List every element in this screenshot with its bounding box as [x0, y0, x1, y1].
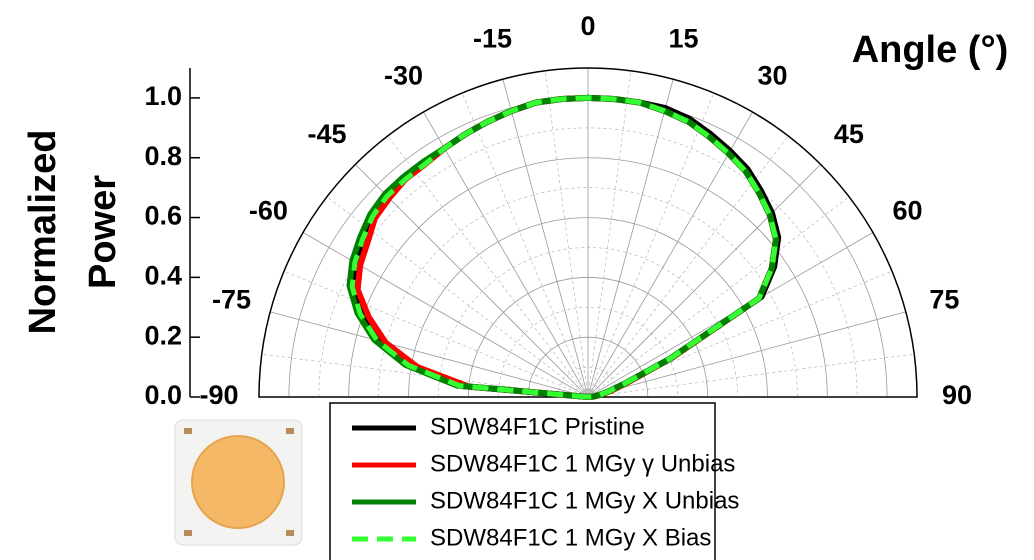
angle-tick-label: 60 [893, 196, 923, 226]
grid-spoke-minor [587, 353, 915, 398]
grid-spoke-minor [587, 135, 789, 398]
r-tick-label: 0.8 [144, 141, 182, 171]
r-tick-label: 0.2 [144, 320, 182, 350]
grid-circle-minor [557, 366, 619, 398]
grid-spoke-minor [587, 92, 715, 398]
grid-spoke [270, 311, 589, 398]
grid-spoke-minor [587, 70, 632, 398]
grid-spoke [587, 311, 906, 398]
angle-tick-label: 75 [929, 285, 959, 315]
r-tick-label: 0.0 [144, 380, 182, 410]
grid-spoke [587, 79, 674, 398]
legend-label: SDW84F1C 1 MGy X Unbias [430, 487, 739, 514]
legend-label: SDW84F1C 1 MGy γ Unbias [430, 450, 735, 477]
angle-tick-label: -60 [249, 196, 288, 226]
grid-spoke [587, 164, 821, 398]
led-photo [174, 419, 303, 546]
y-axis-label: Normalized Power [22, 130, 124, 335]
grid-spoke [587, 111, 753, 398]
grid-spoke-minor [544, 70, 589, 398]
grid-spoke [302, 232, 589, 398]
r-tick-label: 1.0 [144, 81, 182, 111]
angle-tick-label: -15 [473, 24, 512, 54]
legend-label: SDW84F1C Pristine [430, 413, 645, 440]
angle-tick-label: 90 [942, 380, 972, 410]
angle-tick-label: 45 [834, 119, 864, 149]
angle-tick-label: 0 [580, 11, 595, 41]
series-line [349, 95, 779, 400]
grid-spoke [502, 79, 589, 398]
angle-tick-label: -45 [308, 119, 347, 149]
angle-tick-label: 30 [757, 61, 787, 91]
grid-spoke-minor [587, 196, 850, 398]
angle-tick-label: -90 [199, 380, 238, 410]
grid-spoke-minor [461, 92, 589, 398]
grid-spoke-minor [326, 196, 589, 398]
angle-tick-label: -30 [384, 61, 423, 91]
series-line [346, 94, 779, 400]
grid-spoke-minor [283, 270, 589, 398]
r-tick-label: 0.6 [144, 201, 182, 231]
chart-title: Angle (°) [852, 29, 1009, 71]
angle-tick-label: -75 [212, 285, 251, 315]
grid-spoke-minor [387, 135, 589, 398]
legend-label: SDW84F1C 1 MGy X Bias [430, 524, 711, 551]
grid-spoke [423, 111, 589, 398]
angle-tick-label: 15 [668, 24, 698, 54]
outer-arc [258, 67, 918, 398]
grid-spoke [355, 164, 589, 398]
r-tick-label: 0.4 [144, 260, 182, 290]
